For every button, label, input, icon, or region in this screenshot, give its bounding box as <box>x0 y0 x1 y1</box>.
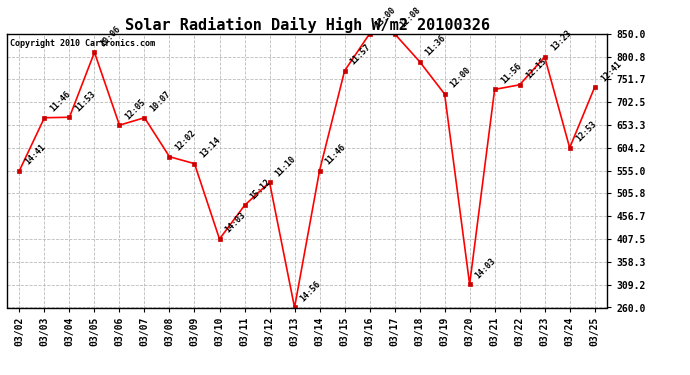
Text: 12:15: 12:15 <box>524 57 548 81</box>
Text: 14:56: 14:56 <box>299 279 323 303</box>
Text: 11:53: 11:53 <box>74 89 98 113</box>
Text: 13:14: 13:14 <box>199 135 223 159</box>
Text: 15:12: 15:12 <box>248 177 273 201</box>
Text: 14:41: 14:41 <box>23 142 48 166</box>
Text: 11:56: 11:56 <box>499 61 523 85</box>
Text: 11:36: 11:36 <box>424 33 448 57</box>
Text: 13:00: 13:00 <box>374 6 398 30</box>
Text: 12:05: 12:05 <box>124 97 148 121</box>
Text: 11:46: 11:46 <box>324 142 348 166</box>
Title: Solar Radiation Daily High W/m2 20100326: Solar Radiation Daily High W/m2 20100326 <box>125 16 489 33</box>
Text: 11:46: 11:46 <box>48 90 72 114</box>
Text: 12:08: 12:08 <box>399 6 423 30</box>
Text: 12:41: 12:41 <box>599 59 623 83</box>
Text: 12:00: 12:00 <box>448 66 473 90</box>
Text: 14:03: 14:03 <box>474 256 498 280</box>
Text: 10:07: 10:07 <box>148 90 172 114</box>
Text: 14:03: 14:03 <box>224 211 248 235</box>
Text: 11:57: 11:57 <box>348 43 373 67</box>
Text: 10:06: 10:06 <box>99 24 123 48</box>
Text: 12:02: 12:02 <box>174 129 198 153</box>
Text: 13:23: 13:23 <box>549 29 573 53</box>
Text: 12:53: 12:53 <box>574 120 598 144</box>
Text: 11:10: 11:10 <box>274 154 298 178</box>
Text: Copyright 2010 Cartronics.com: Copyright 2010 Cartronics.com <box>10 39 155 48</box>
